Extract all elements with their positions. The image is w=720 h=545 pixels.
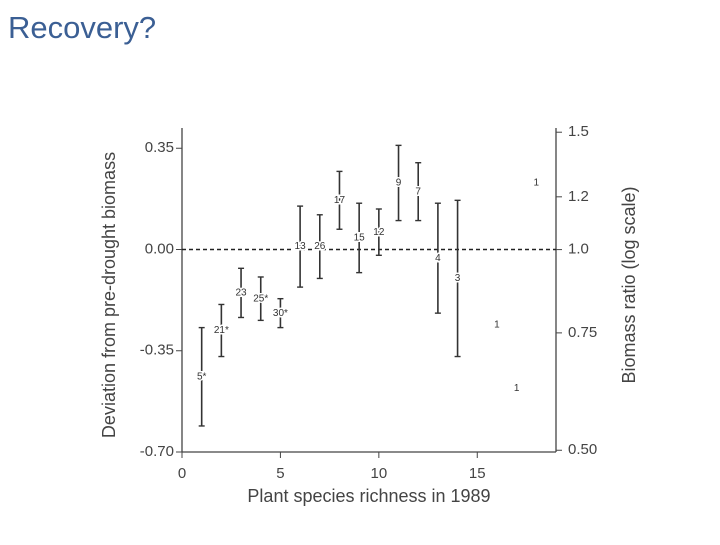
point-label: 25*	[253, 293, 268, 304]
y2-tick-label: 1.5	[568, 123, 589, 140]
point-label: 7	[415, 186, 421, 197]
x-tick-label: 5	[276, 465, 284, 482]
x-tick-label: 10	[370, 465, 387, 482]
point-label: 17	[334, 195, 346, 206]
point-label: 12	[373, 227, 385, 238]
y2-tick-label: 1.2	[568, 188, 589, 205]
y2-axis-title: Biomass ratio (log scale)	[619, 186, 639, 383]
y-tick-label: -0.35	[140, 342, 174, 359]
y-tick-label: 0.35	[145, 139, 174, 156]
point-label: 1	[534, 178, 540, 189]
y-axis-title: Deviation from pre-drought biomass	[99, 152, 119, 438]
y-tick-label: 0.00	[145, 240, 174, 257]
point-label: 3	[455, 273, 461, 284]
point-label: 15	[354, 233, 366, 244]
point-label: 5*	[197, 371, 207, 382]
x-tick-label: 15	[469, 465, 486, 482]
point-label: 23	[235, 288, 247, 299]
point-label: 1	[494, 319, 500, 330]
x-axis-title: Plant species richness in 1989	[247, 486, 490, 506]
y2-tick-label: 1.0	[568, 241, 589, 258]
x-tick-label: 0	[178, 465, 186, 482]
y2-tick-label: 0.75	[568, 324, 597, 341]
point-label: 1	[514, 383, 520, 394]
point-label: 9	[396, 178, 402, 189]
point-label: 26	[314, 241, 326, 252]
slide-title: Recovery?	[8, 10, 156, 45]
point-label: 4	[435, 253, 441, 264]
point-label: 21*	[214, 325, 229, 336]
point-label: 13	[295, 241, 307, 252]
y-tick-label: -0.70	[140, 443, 174, 460]
point-label: 30*	[273, 308, 288, 319]
y2-tick-label: 0.50	[568, 441, 597, 458]
